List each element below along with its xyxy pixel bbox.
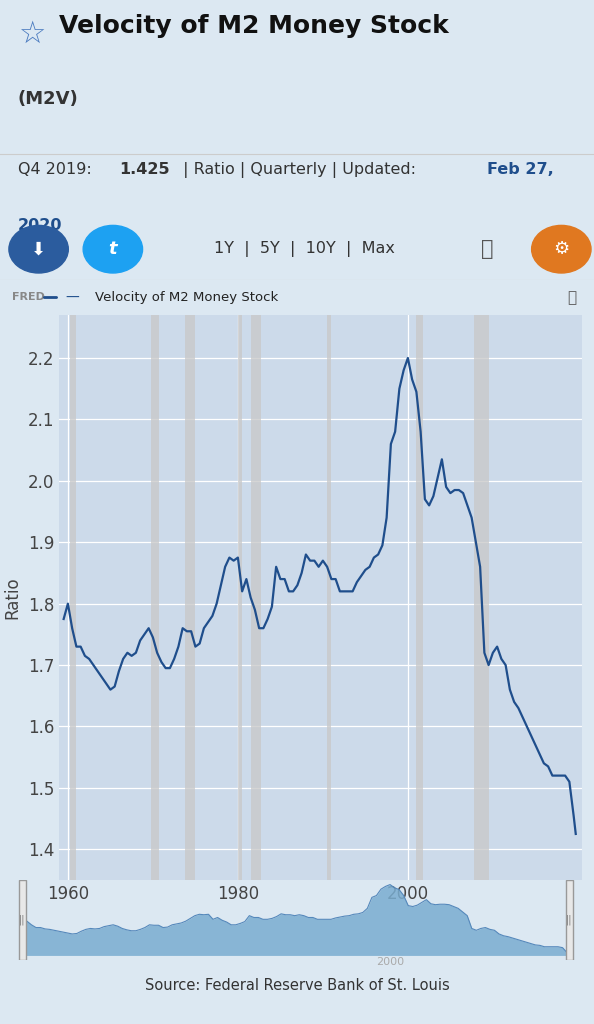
Text: ⛶: ⛶ (567, 290, 576, 305)
Text: (M2V): (M2V) (18, 90, 78, 108)
Ellipse shape (9, 225, 68, 273)
Text: Velocity of M2 Money Stock: Velocity of M2 Money Stock (59, 14, 449, 38)
Text: 1Y  |  5Y  |  10Y  |  Max: 1Y | 5Y | 10Y | Max (214, 242, 395, 257)
Text: Feb 27,: Feb 27, (487, 163, 554, 177)
Text: Q4 2019:: Q4 2019: (18, 163, 97, 177)
Bar (251, 315, 261, 880)
Bar (238, 315, 242, 880)
Ellipse shape (532, 225, 591, 273)
Text: | Ratio | Quarterly | Updated:: | Ratio | Quarterly | Updated: (178, 163, 421, 178)
Bar (474, 315, 489, 880)
Text: ⚙: ⚙ (553, 241, 570, 258)
Text: t: t (109, 241, 117, 258)
Y-axis label: Ratio: Ratio (3, 577, 21, 618)
Bar (185, 315, 195, 880)
Text: 1.425: 1.425 (119, 163, 169, 177)
Bar (416, 315, 423, 880)
Text: ⬇: ⬇ (31, 241, 46, 258)
Bar (151, 315, 159, 880)
Text: ☆: ☆ (18, 19, 45, 48)
Text: Source: Federal Reserve Bank of St. Louis: Source: Federal Reserve Bank of St. Loui… (144, 978, 450, 993)
Ellipse shape (83, 225, 143, 273)
Text: ||: || (566, 914, 573, 926)
FancyBboxPatch shape (565, 880, 573, 961)
Text: 2020: 2020 (18, 218, 62, 233)
Text: —: — (65, 291, 79, 304)
Text: 2000: 2000 (376, 957, 404, 968)
FancyBboxPatch shape (19, 880, 26, 961)
Bar (70, 315, 77, 880)
Text: FRED: FRED (12, 293, 45, 302)
Text: ||: || (19, 914, 26, 926)
Bar (327, 315, 331, 880)
Text: 📅: 📅 (481, 240, 494, 259)
Text: Velocity of M2 Money Stock: Velocity of M2 Money Stock (95, 291, 279, 304)
